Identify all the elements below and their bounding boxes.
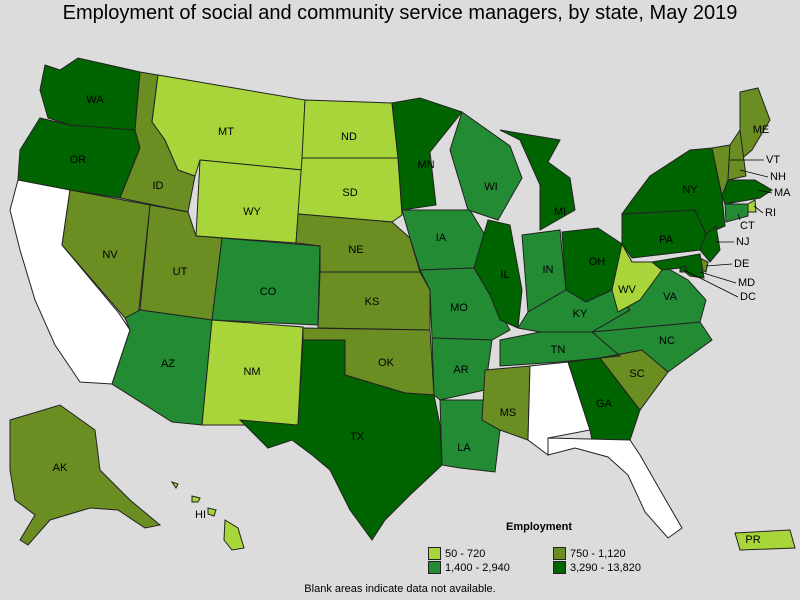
state-nh: [727, 128, 747, 181]
map-title: Employment of social and community servi…: [62, 2, 738, 24]
state-label-ms: MS: [500, 407, 517, 419]
state-ms: [481, 365, 531, 441]
state-label-wv: WV: [618, 284, 636, 296]
state-label-wa: WA: [86, 94, 104, 106]
state-label-nv: NV: [102, 249, 118, 261]
footnote: Blank areas indicate data not available.: [304, 583, 496, 595]
state-label-ne: NE: [348, 244, 363, 256]
legend-label-4: 3,290 - 13,820: [570, 561, 641, 574]
state-label-me: ME: [753, 124, 770, 136]
state-label-az: AZ: [161, 358, 175, 370]
legend-item-4: 3,290 - 13,820: [553, 561, 641, 574]
state-label-in: IN: [543, 264, 554, 276]
state-label-nd: ND: [341, 131, 357, 143]
state-nc: [590, 321, 713, 373]
state-label-ak: AK: [53, 462, 68, 474]
leader-line-ma: [757, 189, 773, 194]
state-label-wi: WI: [484, 181, 497, 193]
state-label-ri: RI: [765, 207, 776, 219]
state-sd: [297, 157, 403, 223]
state-label-mt: MT: [218, 126, 234, 138]
state-label-va: VA: [663, 291, 678, 303]
state-label-or: OR: [70, 154, 87, 166]
legend-item-3: 1,400 - 2,940: [428, 561, 510, 574]
state-il: [473, 219, 523, 329]
state-label-tn: TN: [551, 344, 566, 356]
state-label-dc: DC: [740, 291, 756, 303]
state-label-wy: WY: [243, 206, 261, 218]
state-ak: [9, 404, 162, 546]
state-label-ks: KS: [365, 296, 380, 308]
state-label-pa: PA: [659, 234, 674, 246]
state-ct: [724, 203, 749, 223]
legend-item-2: 750 - 1,120: [553, 547, 626, 560]
state-label-ky: KY: [573, 308, 588, 320]
leader-line-md: [699, 271, 737, 284]
legend-swatch-3: [428, 561, 441, 574]
state-label-ct: CT: [740, 220, 755, 232]
state-label-nc: NC: [659, 335, 675, 347]
state-ks: [317, 271, 431, 331]
state-label-tx: TX: [350, 431, 365, 443]
state-label-mn: MN: [417, 159, 434, 171]
leader-line-dc: [683, 269, 739, 298]
state-label-ut: UT: [173, 266, 188, 278]
legend-swatch-4: [553, 561, 566, 574]
state-co: [211, 237, 321, 326]
state-label-nm: NM: [243, 366, 260, 378]
legend-swatch-1: [428, 547, 441, 560]
state-label-co: CO: [260, 286, 277, 298]
state-mi: [499, 129, 576, 231]
state-label-ia: IA: [436, 232, 447, 244]
state-label-sc: SC: [629, 368, 644, 380]
state-label-ok: OK: [378, 357, 395, 369]
leader-line-ct: [737, 213, 741, 221]
state-hi: [170, 481, 245, 551]
state-ny: [620, 147, 726, 235]
state-wi: [449, 111, 523, 221]
state-label-ny: NY: [682, 184, 698, 196]
state-label-hi: HI: [195, 509, 206, 521]
state-label-vt: VT: [766, 154, 780, 166]
leader-line-nh: [739, 169, 769, 178]
state-pr: [734, 529, 796, 551]
state-label-oh: OH: [589, 256, 606, 268]
state-nj: [699, 225, 721, 263]
state-label-il: IL: [500, 269, 509, 281]
legend-label-1: 50 - 720: [445, 547, 486, 560]
state-label-ma: MA: [774, 187, 791, 199]
state-ri: [747, 199, 757, 213]
state-nd: [301, 99, 399, 159]
leader-line-ri: [753, 205, 764, 214]
legend-title: Employment: [506, 521, 573, 533]
state-label-mi: MI: [554, 206, 566, 218]
state-label-nj: NJ: [736, 236, 749, 248]
state-label-mo: MO: [450, 302, 468, 314]
state-label-pr: PR: [745, 534, 760, 546]
state-ma: [721, 179, 773, 205]
state-label-de: DE: [734, 258, 749, 270]
state-label-la: LA: [457, 442, 471, 454]
state-label-ga: GA: [596, 398, 613, 410]
legend-swatch-2: [553, 547, 566, 560]
state-md: [650, 253, 705, 279]
state-label-ar: AR: [453, 364, 468, 376]
state-tx: [238, 339, 443, 541]
legend-label-3: 1,400 - 2,940: [445, 561, 510, 574]
state-label-md: MD: [738, 277, 755, 289]
state-fl: [547, 437, 683, 539]
state-label-id: ID: [153, 180, 164, 192]
state-wy: [195, 159, 303, 244]
state-mn: [391, 97, 463, 211]
state-label-sd: SD: [342, 187, 357, 199]
state-label-nh: NH: [770, 171, 786, 183]
legend-item-1: 50 - 720: [428, 547, 485, 560]
leader-line-de: [705, 263, 733, 267]
state-ar: [431, 337, 493, 401]
legend-label-2: 750 - 1,120: [570, 547, 626, 560]
